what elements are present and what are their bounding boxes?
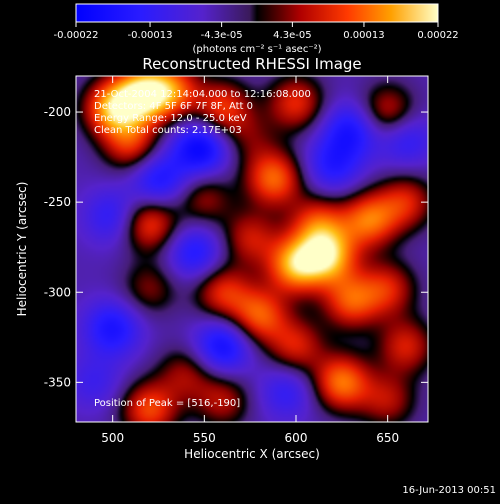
colorbar-tick-label: 0.00022	[417, 30, 458, 41]
colorbar-tick-label: 4.3e-05	[273, 30, 311, 41]
chart-title: Reconstructed RHESSI Image	[142, 55, 361, 73]
y-tick-label: -300	[44, 285, 71, 299]
colorbar-tick-label: -0.00022	[54, 30, 99, 41]
x-tick-label: 500	[101, 431, 124, 445]
colorbar-tick-label: -0.00013	[128, 30, 173, 41]
x-tick-label: 550	[193, 431, 216, 445]
plot-frame	[75, 75, 429, 423]
y-tick-label: -250	[44, 195, 71, 209]
y-axis-title: Heliocentric Y (arcsec)	[15, 182, 29, 317]
x-tick-label: 600	[285, 431, 308, 445]
axis-ticks: 500 550 600 650 -200 -250 -300 -350	[44, 76, 428, 445]
y-tick-label: -350	[44, 375, 71, 389]
x-tick-label: 650	[376, 431, 399, 445]
peak-position-label: Position of Peak = [516,-190]	[94, 398, 240, 409]
colorbar-tick-label: -4.3e-05	[201, 30, 243, 41]
colorbar-unit-label: (photons cm⁻² s⁻¹ asec⁻²)	[192, 44, 321, 55]
heatmap-image	[76, 76, 428, 422]
timestamp-label: 16-Jun-2013 00:51	[402, 485, 496, 496]
colorbar-ticks: -0.00022 -0.00013 -4.3e-05 4.3e-05 0.00013 0.…	[54, 22, 459, 41]
observation-info: 21-Oct-2004 12:14:04.000 to 12:16:08.000…	[94, 89, 311, 136]
info-line: Energy Range: 12.0 - 25.0 keV	[94, 113, 247, 124]
info-line: Clean Total counts: 2.17E+03	[94, 125, 242, 136]
info-line: Detectors: 4F 5F 6F 7F 8F, Att 0	[94, 101, 253, 112]
y-tick-label: -200	[44, 105, 71, 119]
x-axis-title: Heliocentric X (arcsec)	[184, 447, 320, 461]
colorbar	[75, 3, 439, 23]
colorbar-tick-label: 0.00013	[343, 30, 384, 41]
info-line: 21-Oct-2004 12:14:04.000 to 12:16:08.000	[94, 89, 311, 100]
